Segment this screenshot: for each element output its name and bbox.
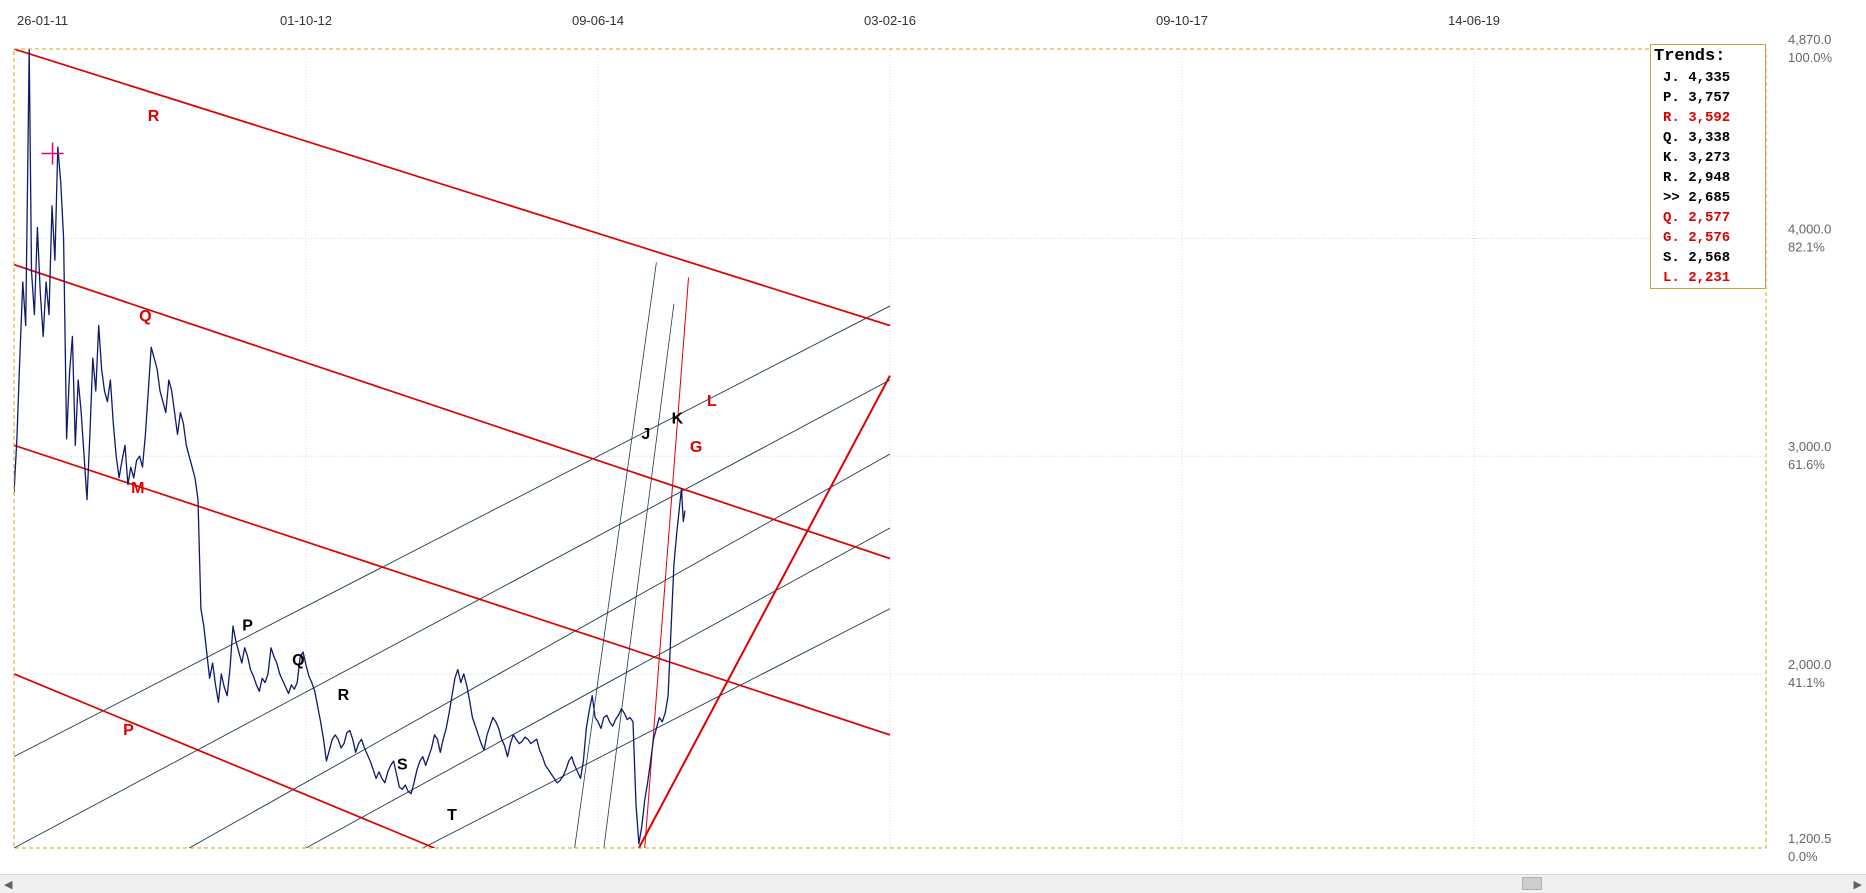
y-tick-percent: 100.0% <box>1788 50 1833 65</box>
scroll-thumb[interactable] <box>1522 877 1542 890</box>
channel-label: L <box>707 393 717 410</box>
y-tick-price: 3,000.0 <box>1788 439 1831 454</box>
channel-label: P <box>242 617 253 634</box>
channel-label: K <box>672 411 684 428</box>
red-channel-line <box>14 444 891 736</box>
steep-trend-line <box>603 303 675 848</box>
steep-trend-line <box>637 375 891 848</box>
legend-row: Q. 2,577 <box>1663 210 1731 226</box>
scroll-left-arrow-icon[interactable]: ◀ <box>4 878 13 891</box>
channel-label: Q <box>292 652 304 669</box>
price-series <box>14 49 686 845</box>
x-axis: 26-01-11 01-10-12 09-06-14 03-02-16 09-10-17… <box>17 13 1500 28</box>
grid <box>14 49 1766 848</box>
trends-legend: Trends: J. 4,335 P. 3,757 R. 3,592 Q. 3,338… <box>1650 44 1766 289</box>
legend-row: R. 2,948 <box>1663 170 1731 186</box>
channel-label: Q <box>139 308 151 325</box>
legend-row: S. 2,568 <box>1663 250 1731 266</box>
trend-channel-line <box>305 527 891 848</box>
trend-channel-line <box>14 379 891 848</box>
legend-row: L. 2,231 <box>1663 270 1731 286</box>
x-tick-label: 14-06-19 <box>1448 13 1500 28</box>
y-axis: 4,870.0 100.0% 4,000.0 82.1% 3,000.0 61.6% 2,0… <box>1788 32 1833 864</box>
y-tick-price: 4,000.0 <box>1788 221 1831 236</box>
channel-label: R <box>148 108 160 125</box>
channel-label: M <box>131 480 144 497</box>
y-tick-price: 2,000.0 <box>1788 657 1831 672</box>
channel-label: R <box>338 687 350 704</box>
scroll-right-arrow-icon[interactable]: ▶ <box>1853 878 1862 891</box>
red-channel-line <box>14 49 891 327</box>
x-tick-label: 09-10-17 <box>1156 13 1208 28</box>
y-tick-percent: 0.0% <box>1788 849 1818 864</box>
red-channel-line <box>14 263 891 560</box>
legend-row: Q. 3,338 <box>1663 130 1731 146</box>
y-tick-percent: 82.1% <box>1788 239 1825 254</box>
trend-channel-line <box>14 305 891 758</box>
plot-frame <box>13 48 1767 849</box>
x-tick-label: 01-10-12 <box>280 13 332 28</box>
channel-labels: R Q M P P Q R S T J KG L <box>123 108 717 824</box>
y-tick-percent: 41.1% <box>1788 675 1825 690</box>
channel-label: P <box>123 722 134 739</box>
channel-label: T <box>447 807 457 824</box>
red-channel-line <box>14 673 435 848</box>
trend-lines <box>14 49 891 848</box>
trend-channel-line <box>188 453 891 848</box>
channel-label: S <box>397 757 408 774</box>
price-line <box>14 49 686 845</box>
legend-row: J. 4,335 <box>1663 70 1731 86</box>
horizontal-scrollbar[interactable]: ◀ ▶ <box>0 874 1866 893</box>
steep-trend-line <box>574 262 657 848</box>
channel-label: G <box>690 439 702 456</box>
channel-label: J <box>641 426 650 443</box>
x-tick-label: 26-01-11 <box>17 13 68 28</box>
x-tick-label: 03-02-16 <box>864 13 916 28</box>
legend-title: Trends: <box>1654 47 1726 66</box>
legend-row: >> 2,685 <box>1663 190 1731 206</box>
y-tick-percent: 61.6% <box>1788 457 1825 472</box>
y-tick-price: 4,870.0 <box>1788 32 1831 47</box>
legend-row: G. 2,576 <box>1663 230 1731 246</box>
legend-row: R. 3,592 <box>1663 110 1731 126</box>
price-chart: 26-01-11 01-10-12 09-06-14 03-02-16 09-10-17… <box>13 13 1833 864</box>
x-tick-label: 09-06-14 <box>572 13 624 28</box>
legend-row: K. 3,273 <box>1663 150 1731 166</box>
legend-row: P. 3,757 <box>1663 90 1731 106</box>
y-tick-price: 1,200.5 <box>1788 831 1831 846</box>
